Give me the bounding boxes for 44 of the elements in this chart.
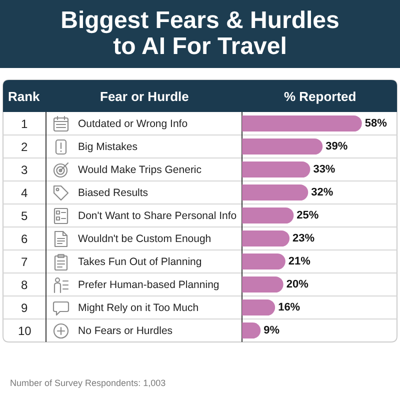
data-label: 20% — [286, 278, 309, 290]
data-label: 33% — [313, 164, 336, 176]
text: 6 — [21, 232, 28, 246]
bar — [242, 253, 286, 270]
bar — [242, 115, 362, 132]
y-tick-label: Prefer Human-based Planning — [78, 279, 220, 292]
y-tick-label: Biased Results — [78, 187, 148, 200]
y-tick-label: Takes Fun Out of Planning — [78, 256, 202, 268]
y-tick-label: Would Make Trips Generic — [78, 164, 202, 176]
chart-title: Biggest Fears & Hurdles to AI For Travel — [60, 7, 340, 60]
y-tick-label: Big Mistakes — [78, 141, 138, 154]
y-tick-label: Wouldn't be Custom Enough — [78, 233, 212, 246]
bar — [242, 230, 290, 247]
y-axis-title: Fear or Hurdle — [100, 89, 189, 104]
y-tick-label: No Fears or Hurdles — [78, 325, 173, 338]
text: 3 — [21, 163, 28, 177]
text: Rank — [8, 89, 41, 104]
data-label: 23% — [292, 232, 315, 244]
data-label: 16% — [278, 302, 300, 314]
data-label: 9% — [264, 324, 280, 336]
data-label: 39% — [326, 140, 348, 152]
text: 10 — [18, 324, 32, 338]
y-tick-label: Might Rely on it Too Much — [78, 302, 199, 314]
x-axis-title: % Reported — [284, 89, 356, 104]
y-tick-label: Don't Want to Share Personal Info — [78, 210, 237, 222]
bar — [242, 276, 284, 293]
bar — [242, 184, 308, 201]
bar — [242, 161, 310, 178]
data-label: 21% — [288, 256, 311, 268]
text: 9 — [21, 301, 28, 315]
text: 5 — [21, 209, 28, 223]
data-label: 58% — [364, 118, 388, 130]
data-label: 32% — [311, 186, 334, 198]
text: Number of Survey Respondents: 1,003 — [10, 378, 166, 388]
bar — [242, 138, 323, 155]
bar — [242, 207, 294, 224]
data-label: 25% — [296, 210, 319, 222]
text: 4 — [21, 186, 28, 200]
text: 8 — [21, 278, 28, 292]
bar — [242, 299, 276, 316]
y-tick-label: Outdated or Wrong Info — [78, 118, 188, 130]
text: 1 — [21, 117, 28, 131]
text: 7 — [21, 255, 28, 269]
text: 2 — [21, 140, 28, 154]
